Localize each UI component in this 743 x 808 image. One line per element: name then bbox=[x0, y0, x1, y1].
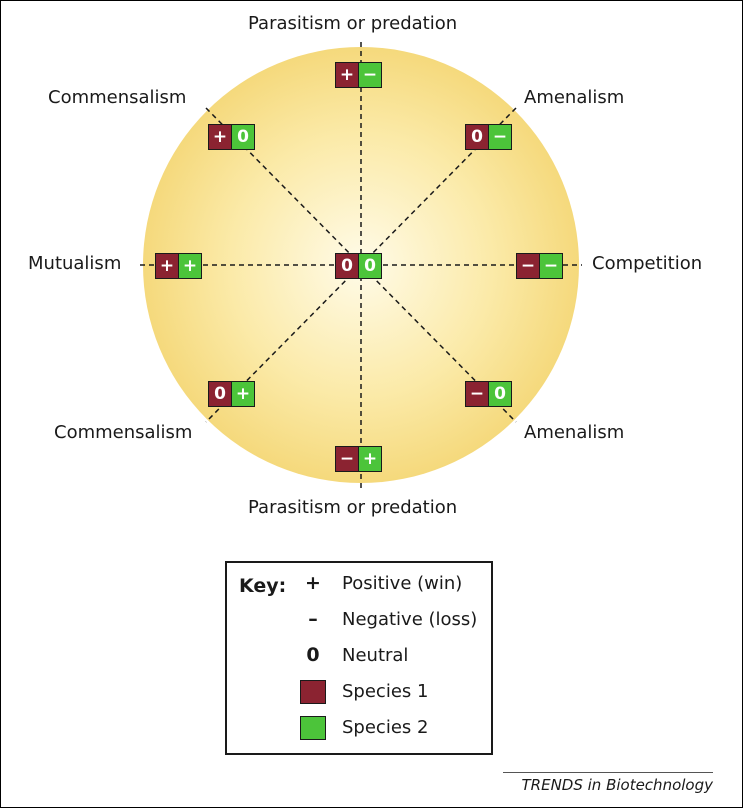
label-top: Parasitism or predation bbox=[248, 13, 458, 34]
pair-top: + − bbox=[335, 62, 382, 88]
label-bottom-left: Commensalism bbox=[54, 422, 193, 443]
species2-effect: 0 bbox=[231, 125, 254, 149]
species2-effect: + bbox=[231, 382, 254, 406]
species1-effect: 0 bbox=[336, 254, 358, 278]
key-text-positive: Positive (win) bbox=[342, 572, 463, 594]
label-left: Mutualism bbox=[28, 253, 122, 274]
key-text-negative: Negative (loss) bbox=[342, 608, 478, 630]
species1-effect: + bbox=[336, 63, 358, 87]
label-right: Competition bbox=[592, 253, 703, 274]
species2-swatch bbox=[300, 716, 326, 740]
species2-effect: − bbox=[539, 254, 562, 278]
species2-effect: − bbox=[358, 63, 381, 87]
species2-effect: + bbox=[358, 447, 381, 471]
pair-bottom-left: 0 + bbox=[208, 381, 255, 407]
plus-symbol: + bbox=[305, 572, 321, 594]
species1-effect: − bbox=[466, 382, 488, 406]
pair-bottom-right: − 0 bbox=[465, 381, 512, 407]
key-text-neutral: Neutral bbox=[342, 644, 409, 666]
source-credit: TRENDS in Biotechnology bbox=[503, 772, 713, 794]
label-top-right: Amenalism bbox=[524, 87, 625, 108]
label-bottom-right: Amenalism bbox=[524, 422, 625, 443]
species1-effect: 0 bbox=[466, 125, 488, 149]
species1-swatch bbox=[300, 680, 326, 704]
key-title: Key: bbox=[239, 575, 287, 597]
pair-center: 0 0 bbox=[335, 253, 382, 279]
minus-symbol: – bbox=[308, 608, 318, 630]
pair-top-left: + 0 bbox=[208, 124, 255, 150]
species1-effect: − bbox=[517, 254, 539, 278]
pair-left: + + bbox=[155, 253, 202, 279]
zero-symbol: 0 bbox=[306, 644, 320, 666]
species1-effect: + bbox=[156, 254, 178, 278]
key-legend: Key: + Positive (win) – Negative (loss) … bbox=[225, 561, 493, 755]
species1-effect: 0 bbox=[209, 382, 231, 406]
species2-effect: + bbox=[178, 254, 201, 278]
label-bottom: Parasitism or predation bbox=[248, 497, 458, 518]
species2-effect: 0 bbox=[358, 254, 381, 278]
species2-effect: 0 bbox=[488, 382, 511, 406]
species2-effect: − bbox=[488, 125, 511, 149]
label-top-left: Commensalism bbox=[48, 87, 187, 108]
pair-top-right: 0 − bbox=[465, 124, 512, 150]
pair-bottom: − + bbox=[335, 446, 382, 472]
key-text-species2: Species 2 bbox=[342, 716, 429, 738]
pair-right: − − bbox=[516, 253, 563, 279]
species1-effect: + bbox=[209, 125, 231, 149]
key-text-species1: Species 1 bbox=[342, 680, 429, 702]
species1-effect: − bbox=[336, 447, 358, 471]
